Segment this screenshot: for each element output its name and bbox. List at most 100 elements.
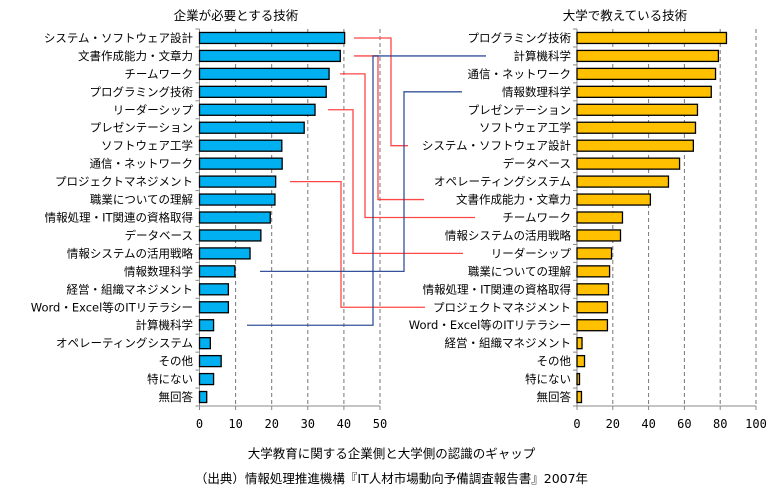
left-bar xyxy=(198,301,230,314)
left-category-label: ソフトウェア工学 xyxy=(101,139,193,153)
right-bar xyxy=(576,372,581,386)
left-category-label: Word・Excel等のITリテラシー xyxy=(31,300,193,314)
right-category-label: 計算機科学 xyxy=(514,49,572,63)
left-category-label: 情報数理科学 xyxy=(124,264,193,278)
left-category-label: プログラミング技術 xyxy=(90,85,194,99)
left-category-label: オペレーティングシステム xyxy=(56,336,193,350)
left-bar xyxy=(198,229,262,242)
right-bar xyxy=(576,301,609,314)
right-x-tick-label: 0 xyxy=(573,417,580,431)
left-x-tick-label: 40 xyxy=(337,417,351,431)
right-bar xyxy=(576,85,712,98)
right-category-label: 無回答 xyxy=(537,390,572,404)
right-category-label: リーダーシップ xyxy=(491,246,572,260)
left-category-label: プレゼンテーション xyxy=(90,121,193,135)
right-bar xyxy=(576,67,717,81)
left-category-label: 通信・ネットワーク xyxy=(90,157,194,171)
right-category-label: 情報処理・IT関連の資格取得 xyxy=(423,282,571,296)
right-bar xyxy=(576,103,699,116)
connector-line xyxy=(340,73,475,219)
right-bar xyxy=(576,229,622,242)
right-bar xyxy=(576,354,586,368)
left-bar xyxy=(198,211,271,224)
right-bar xyxy=(576,211,624,224)
right-category-label: 情報システムの活用戦略 xyxy=(445,228,572,242)
left-category-label: 経営・組織マネジメント xyxy=(67,282,194,296)
left-category-label: 職業についての理解 xyxy=(90,193,194,207)
right-chart-title: 大学で教えている技術 xyxy=(563,8,687,23)
right-bar xyxy=(576,139,694,152)
left-x-tick-label: 20 xyxy=(264,417,278,431)
connector-line xyxy=(260,91,462,273)
right-category-label: プロジェクトマネジメント xyxy=(433,300,571,314)
left-bar xyxy=(198,103,316,116)
left-category-label: チームワーク xyxy=(124,67,193,81)
left-category-label: 情報システムの活用戦略 xyxy=(67,246,194,260)
left-category-label: システム・ソフトウェア設計 xyxy=(44,31,193,45)
right-category-label: 通信・ネットワーク xyxy=(468,67,572,81)
chart-caption: 大学教育に関する企業側と大学側の認識のギャップ xyxy=(247,446,536,461)
left-bar xyxy=(198,31,346,45)
right-bar xyxy=(576,31,728,45)
right-category-label: チームワーク xyxy=(502,211,571,225)
connector-line xyxy=(328,109,463,255)
right-category-label: その他 xyxy=(537,354,572,368)
connector-line xyxy=(354,37,408,147)
left-bar xyxy=(198,193,276,206)
right-bar xyxy=(576,49,720,63)
left-category-label: 特にない xyxy=(147,372,193,386)
right-x-tick-label: 60 xyxy=(677,417,691,431)
left-bar xyxy=(198,265,236,278)
right-x-tick-label: 40 xyxy=(641,417,655,431)
left-x-tick-label: 50 xyxy=(373,417,387,431)
left-bar xyxy=(198,139,283,152)
left-bar xyxy=(198,121,305,134)
right-category-label: Word・Excel等のITリテラシー xyxy=(409,318,571,332)
right-bar xyxy=(576,247,613,260)
left-x-tick-label: 10 xyxy=(228,417,242,431)
left-bar xyxy=(198,85,327,98)
right-bar xyxy=(576,283,610,296)
right-bar xyxy=(576,337,583,350)
left-category-label: 無回答 xyxy=(159,390,194,404)
left-category-label: その他 xyxy=(159,354,194,368)
left-category-label: リーダーシップ xyxy=(113,103,194,117)
right-category-label: オペレーティングシステム xyxy=(434,175,571,189)
right-bar xyxy=(576,157,681,170)
left-x-tick-label: 30 xyxy=(301,417,315,431)
left-bar xyxy=(198,175,277,188)
connector-line xyxy=(290,180,425,308)
left-chart-title: 企業が必要とする技術 xyxy=(174,8,299,23)
left-category-label: プロジェクトマネジメント xyxy=(55,175,193,189)
right-x-tick-label: 20 xyxy=(606,417,620,431)
left-bar xyxy=(198,283,230,296)
right-category-label: 職業についての理解 xyxy=(468,264,572,278)
right-category-label: データベース xyxy=(503,157,571,171)
connector-line xyxy=(247,55,486,326)
left-bar xyxy=(198,354,222,368)
right-bar xyxy=(576,121,697,134)
left-bar xyxy=(198,67,330,81)
right-chart: 大学で教えている技術 0 20 40 60 80 100 プログラミング技術計算機科学通信・ネ… xyxy=(409,8,767,431)
right-category-label: ソフトウェア工学 xyxy=(479,121,571,135)
left-category-label: 情報処理・IT関連の資格取得 xyxy=(45,211,193,225)
connector-lines xyxy=(247,37,486,326)
right-bar xyxy=(576,265,611,278)
left-category-label: データベース xyxy=(125,228,193,242)
left-bar xyxy=(198,157,283,170)
left-bar xyxy=(198,390,208,404)
right-x-tick-label: 100 xyxy=(745,417,767,431)
left-x-tick-label: 0 xyxy=(196,417,203,431)
left-bar xyxy=(198,372,215,386)
right-category-label: プレゼンテーション xyxy=(468,103,571,117)
right-category-label: 情報数理科学 xyxy=(502,85,571,99)
right-category-label: 特にない xyxy=(525,372,571,386)
left-bar xyxy=(198,337,211,350)
connector-line xyxy=(354,55,424,201)
right-bar xyxy=(576,390,583,404)
right-category-label: システム・ソフトウェア設計 xyxy=(422,139,571,153)
right-category-label: プログラミング技術 xyxy=(468,31,572,45)
left-category-label: 計算機科学 xyxy=(136,318,194,332)
right-bar xyxy=(576,319,609,332)
